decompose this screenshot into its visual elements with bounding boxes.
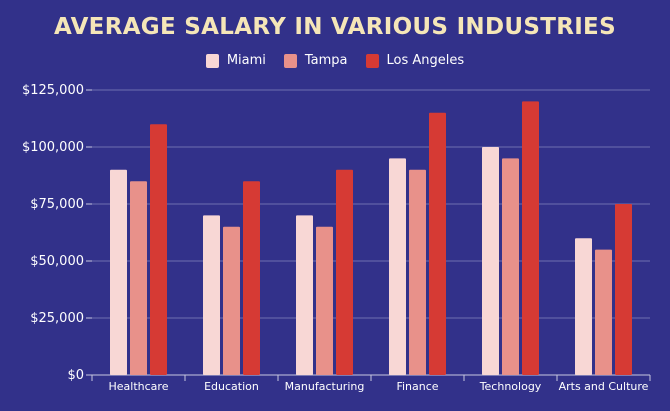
bar-tampa xyxy=(316,226,333,375)
y-tick-label: $50,000 xyxy=(30,254,84,269)
legend-swatch xyxy=(283,53,297,68)
bar-miami xyxy=(110,169,127,375)
y-tick-label: $75,000 xyxy=(30,197,84,212)
y-tick-label: $100,000 xyxy=(22,140,84,155)
legend-label: Miami xyxy=(226,53,266,68)
bar-tampa xyxy=(223,226,240,375)
bar-tampa xyxy=(130,181,147,375)
legend: Miami Tampa Los Angeles xyxy=(0,53,670,68)
legend-label: Los Angeles xyxy=(386,53,465,68)
bar-miami xyxy=(575,238,592,375)
bar-los-angeles xyxy=(243,181,260,375)
legend-label: Tampa xyxy=(304,53,348,68)
bar-los-angeles xyxy=(429,112,446,376)
x-tick-label: Healthcare xyxy=(109,380,169,393)
x-tick-label: Manufacturing xyxy=(285,380,365,393)
bar-tampa xyxy=(595,249,612,375)
bar-miami xyxy=(296,215,313,375)
x-tick-label: Education xyxy=(204,380,259,393)
bar-tampa xyxy=(409,169,426,375)
bar-los-angeles xyxy=(336,169,353,375)
bar-los-angeles xyxy=(150,124,167,375)
bar-los-angeles xyxy=(615,204,632,375)
bar-miami xyxy=(389,158,406,375)
x-tick-label: Arts and Culture xyxy=(559,380,649,393)
legend-swatch xyxy=(205,53,219,68)
x-tick-label: Finance xyxy=(396,380,438,393)
x-tick-label: Technology xyxy=(479,380,542,393)
bar-los-angeles xyxy=(522,101,539,376)
legend-item-tampa[interactable]: Tampa xyxy=(283,53,348,68)
legend-item-los-angeles[interactable]: Los Angeles xyxy=(365,53,465,68)
legend-item-miami[interactable]: Miami xyxy=(205,53,266,68)
bar-tampa xyxy=(502,158,519,375)
y-tick-label: $0 xyxy=(67,368,84,383)
bar-miami xyxy=(203,215,220,375)
y-tick-label: $25,000 xyxy=(30,311,84,326)
y-tick-label: $125,000 xyxy=(22,83,84,98)
chart-title: AVERAGE SALARY IN VARIOUS INDUSTRIES xyxy=(54,14,616,40)
bar-miami xyxy=(482,147,499,375)
legend-swatch xyxy=(365,53,379,68)
